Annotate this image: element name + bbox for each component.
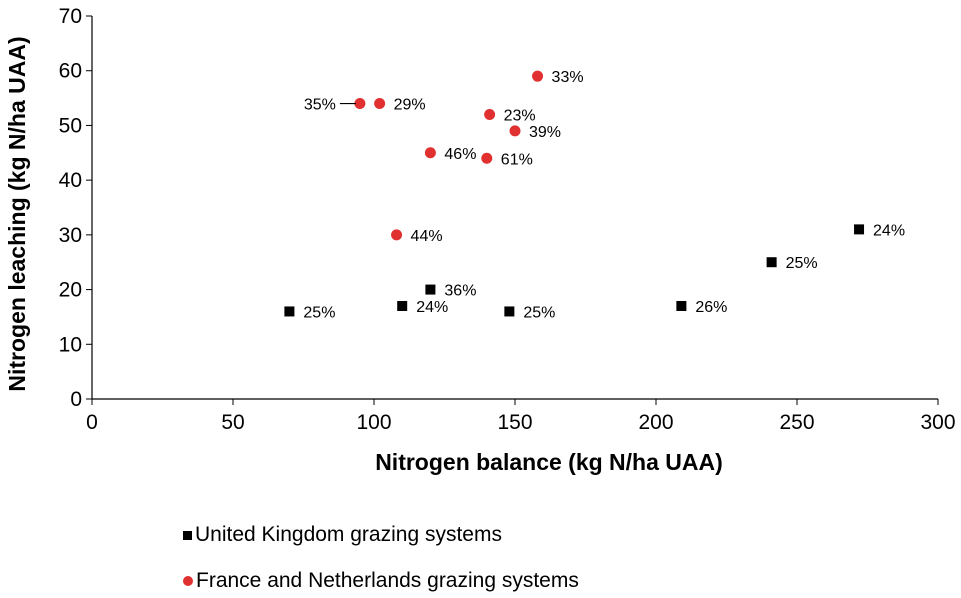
y-tick-label: 20 — [59, 279, 82, 302]
fr-nl-point — [391, 229, 403, 241]
data-label: 36% — [444, 283, 476, 300]
fr-nl-point — [484, 108, 496, 120]
data-label: 24% — [416, 299, 448, 316]
x-tick-label: 50 — [221, 411, 244, 434]
uk-point — [284, 306, 295, 317]
x-tick-label: 300 — [920, 411, 955, 434]
x-tick-label: 150 — [497, 411, 532, 434]
data-label: 25% — [303, 304, 335, 321]
square-marker-icon — [183, 530, 192, 540]
data-label: 25% — [523, 304, 555, 321]
data-label: 61% — [501, 151, 533, 168]
data-label: 29% — [394, 97, 426, 114]
uk-point — [676, 300, 687, 311]
fr-nl-point — [481, 152, 493, 164]
legend-item-fr-nl: France and Netherlands grazing systems — [183, 569, 579, 593]
x-tick-label: 200 — [638, 411, 673, 434]
uk-point — [397, 300, 408, 311]
uk-point — [766, 257, 777, 268]
scatter-chart: 0 50 100 150 200 250 300 0 10 20 30 40 50 60 70 25% 24%… — [4, 5, 956, 475]
data-label: 46% — [444, 146, 476, 163]
data-label: 24% — [873, 222, 905, 239]
data-label: 23% — [504, 107, 536, 124]
axes — [86, 15, 939, 405]
y-tick-label: 30 — [59, 224, 82, 247]
uk-point — [504, 306, 515, 317]
fr-nl-point — [424, 147, 436, 159]
x-axis-title: Nitrogen balance (kg N/ha UAA) — [375, 449, 723, 475]
data-label: 25% — [786, 255, 818, 272]
fr-nl-point — [354, 98, 366, 110]
data-label: 44% — [411, 228, 443, 245]
uk-point — [854, 224, 865, 235]
data-label: 33% — [552, 69, 584, 86]
data-label: 39% — [529, 124, 561, 141]
y-tick-label: 50 — [59, 114, 82, 137]
uk-point — [425, 284, 436, 295]
fr-nl-point — [509, 125, 521, 137]
legend: United Kingdom grazing systems France an… — [183, 523, 579, 593]
y-tick-label: 10 — [59, 333, 82, 356]
y-axis-title: Nitrogen leaching (kg N/ha UAA) — [4, 36, 30, 391]
fr-nl-point — [374, 98, 386, 110]
fr-nl-point — [532, 70, 544, 82]
data-label: 35% — [304, 97, 336, 114]
tick-labels: 0 50 100 150 200 250 300 0 10 20 30 40 50 60 70 — [59, 5, 956, 434]
legend-item-uk: United Kingdom grazing systems — [183, 523, 579, 547]
y-tick-label: 0 — [70, 388, 82, 411]
legend-label-fr-nl: France and Netherlands grazing systems — [196, 569, 579, 592]
x-tick-label: 0 — [86, 411, 98, 434]
y-tick-label: 60 — [59, 60, 82, 83]
legend-label-uk: United Kingdom grazing systems — [195, 523, 502, 546]
data-label: 26% — [695, 299, 727, 316]
y-tick-label: 70 — [59, 5, 82, 28]
circle-marker-icon — [183, 576, 193, 587]
x-tick-label: 250 — [779, 411, 814, 434]
x-tick-label: 100 — [356, 411, 391, 434]
data-marks: 25% 24%36%25% 26%25%24%35% 29%44%46% 61%23%3… — [284, 69, 905, 321]
y-tick-label: 40 — [59, 169, 82, 192]
